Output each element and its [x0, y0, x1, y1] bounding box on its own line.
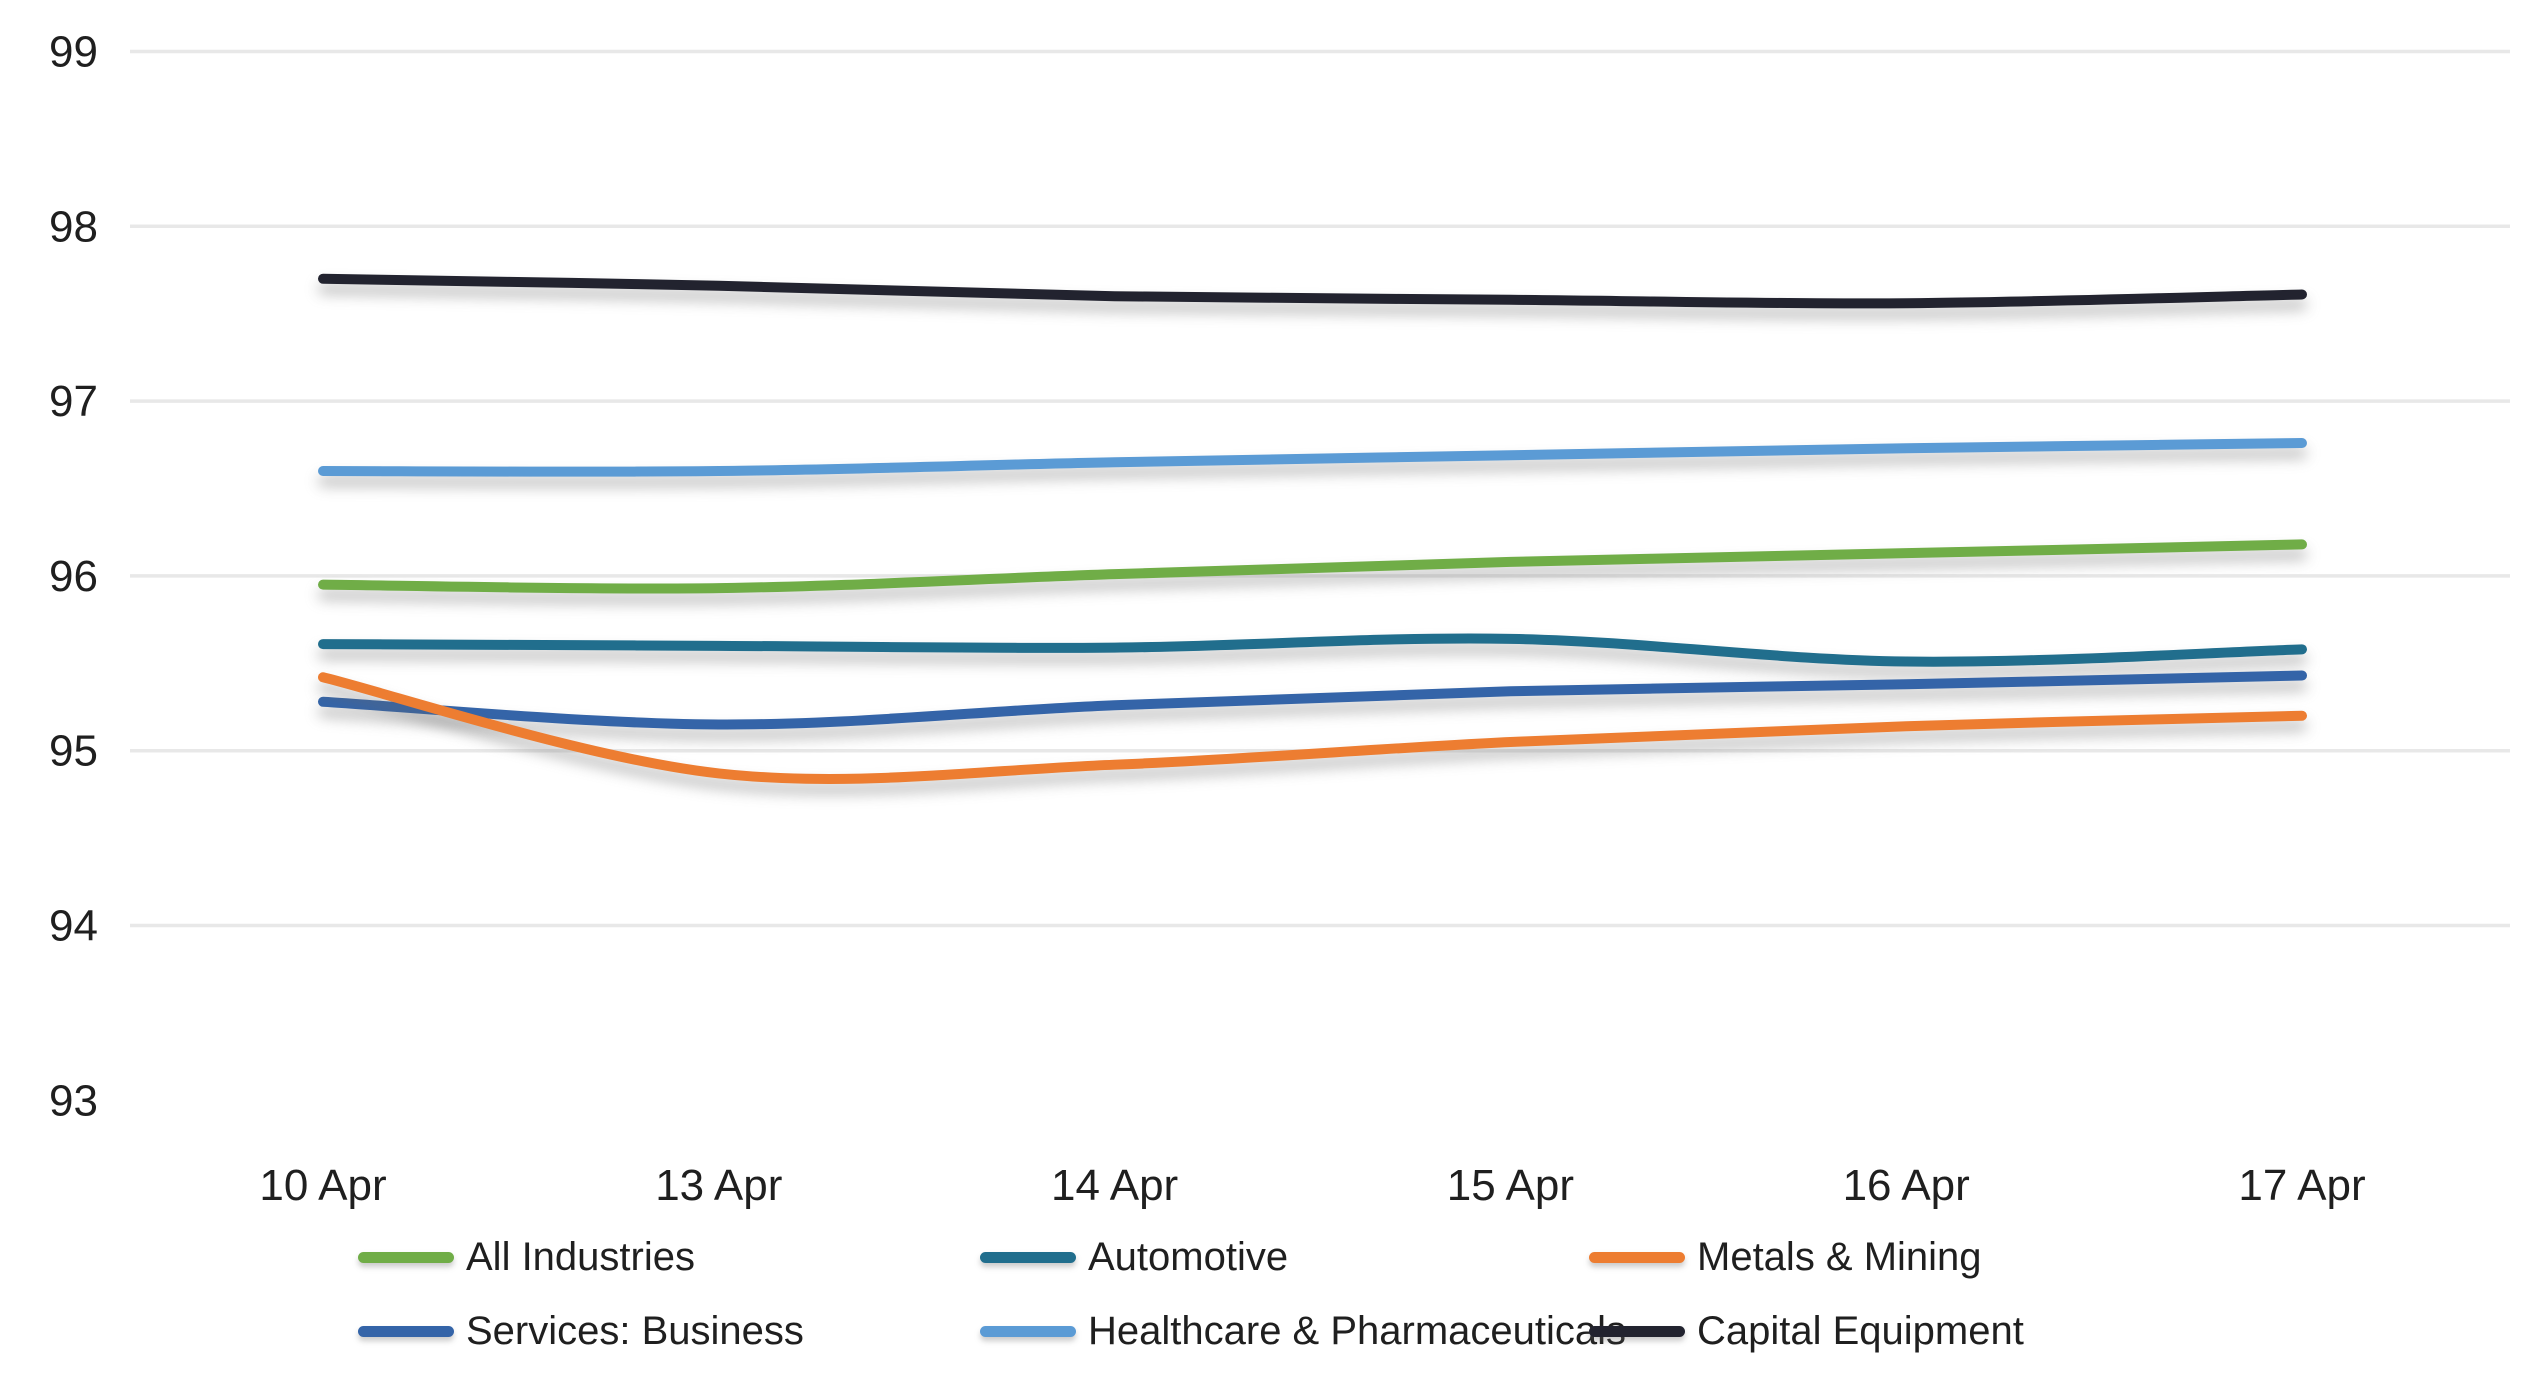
gridlines-group — [130, 49, 2510, 928]
x-tick-label-17-apr: 17 Apr — [2238, 1161, 2365, 1210]
x-tick-label-10-apr: 10 Apr — [259, 1161, 386, 1210]
x-tick-label-14-apr: 14 Apr — [1051, 1161, 1178, 1210]
x-axis-labels: 10 Apr 13 Apr 14 Apr 15 Apr 16 Apr 17 Apr — [259, 1161, 2365, 1210]
y-tick-label-93: 93 — [49, 1076, 98, 1125]
y-tick-label-97: 97 — [49, 377, 98, 426]
y-tick-label-96: 96 — [49, 552, 98, 601]
y-tick-label-95: 95 — [49, 727, 98, 776]
series-line-metals-mining — [318, 672, 2307, 784]
x-tick-label-15-apr: 15 Apr — [1447, 1161, 1574, 1210]
series-group — [318, 273, 2307, 784]
y-tick-label-94: 94 — [49, 902, 98, 951]
y-tick-label-98: 98 — [49, 202, 98, 251]
series-line-services-business — [318, 670, 2307, 730]
series-line-healthcare-pharmaceuticals — [318, 438, 2307, 477]
x-tick-label-13-apr: 13 Apr — [655, 1161, 782, 1210]
y-axis-labels: 99 98 97 96 95 94 93 — [49, 28, 98, 1126]
series-line-all-industries — [318, 539, 2307, 594]
x-tick-label-16-apr: 16 Apr — [1843, 1161, 1970, 1210]
series-line-automotive — [318, 633, 2307, 667]
y-tick-label-99: 99 — [49, 28, 98, 77]
series-line-capital-equipment — [318, 273, 2307, 309]
